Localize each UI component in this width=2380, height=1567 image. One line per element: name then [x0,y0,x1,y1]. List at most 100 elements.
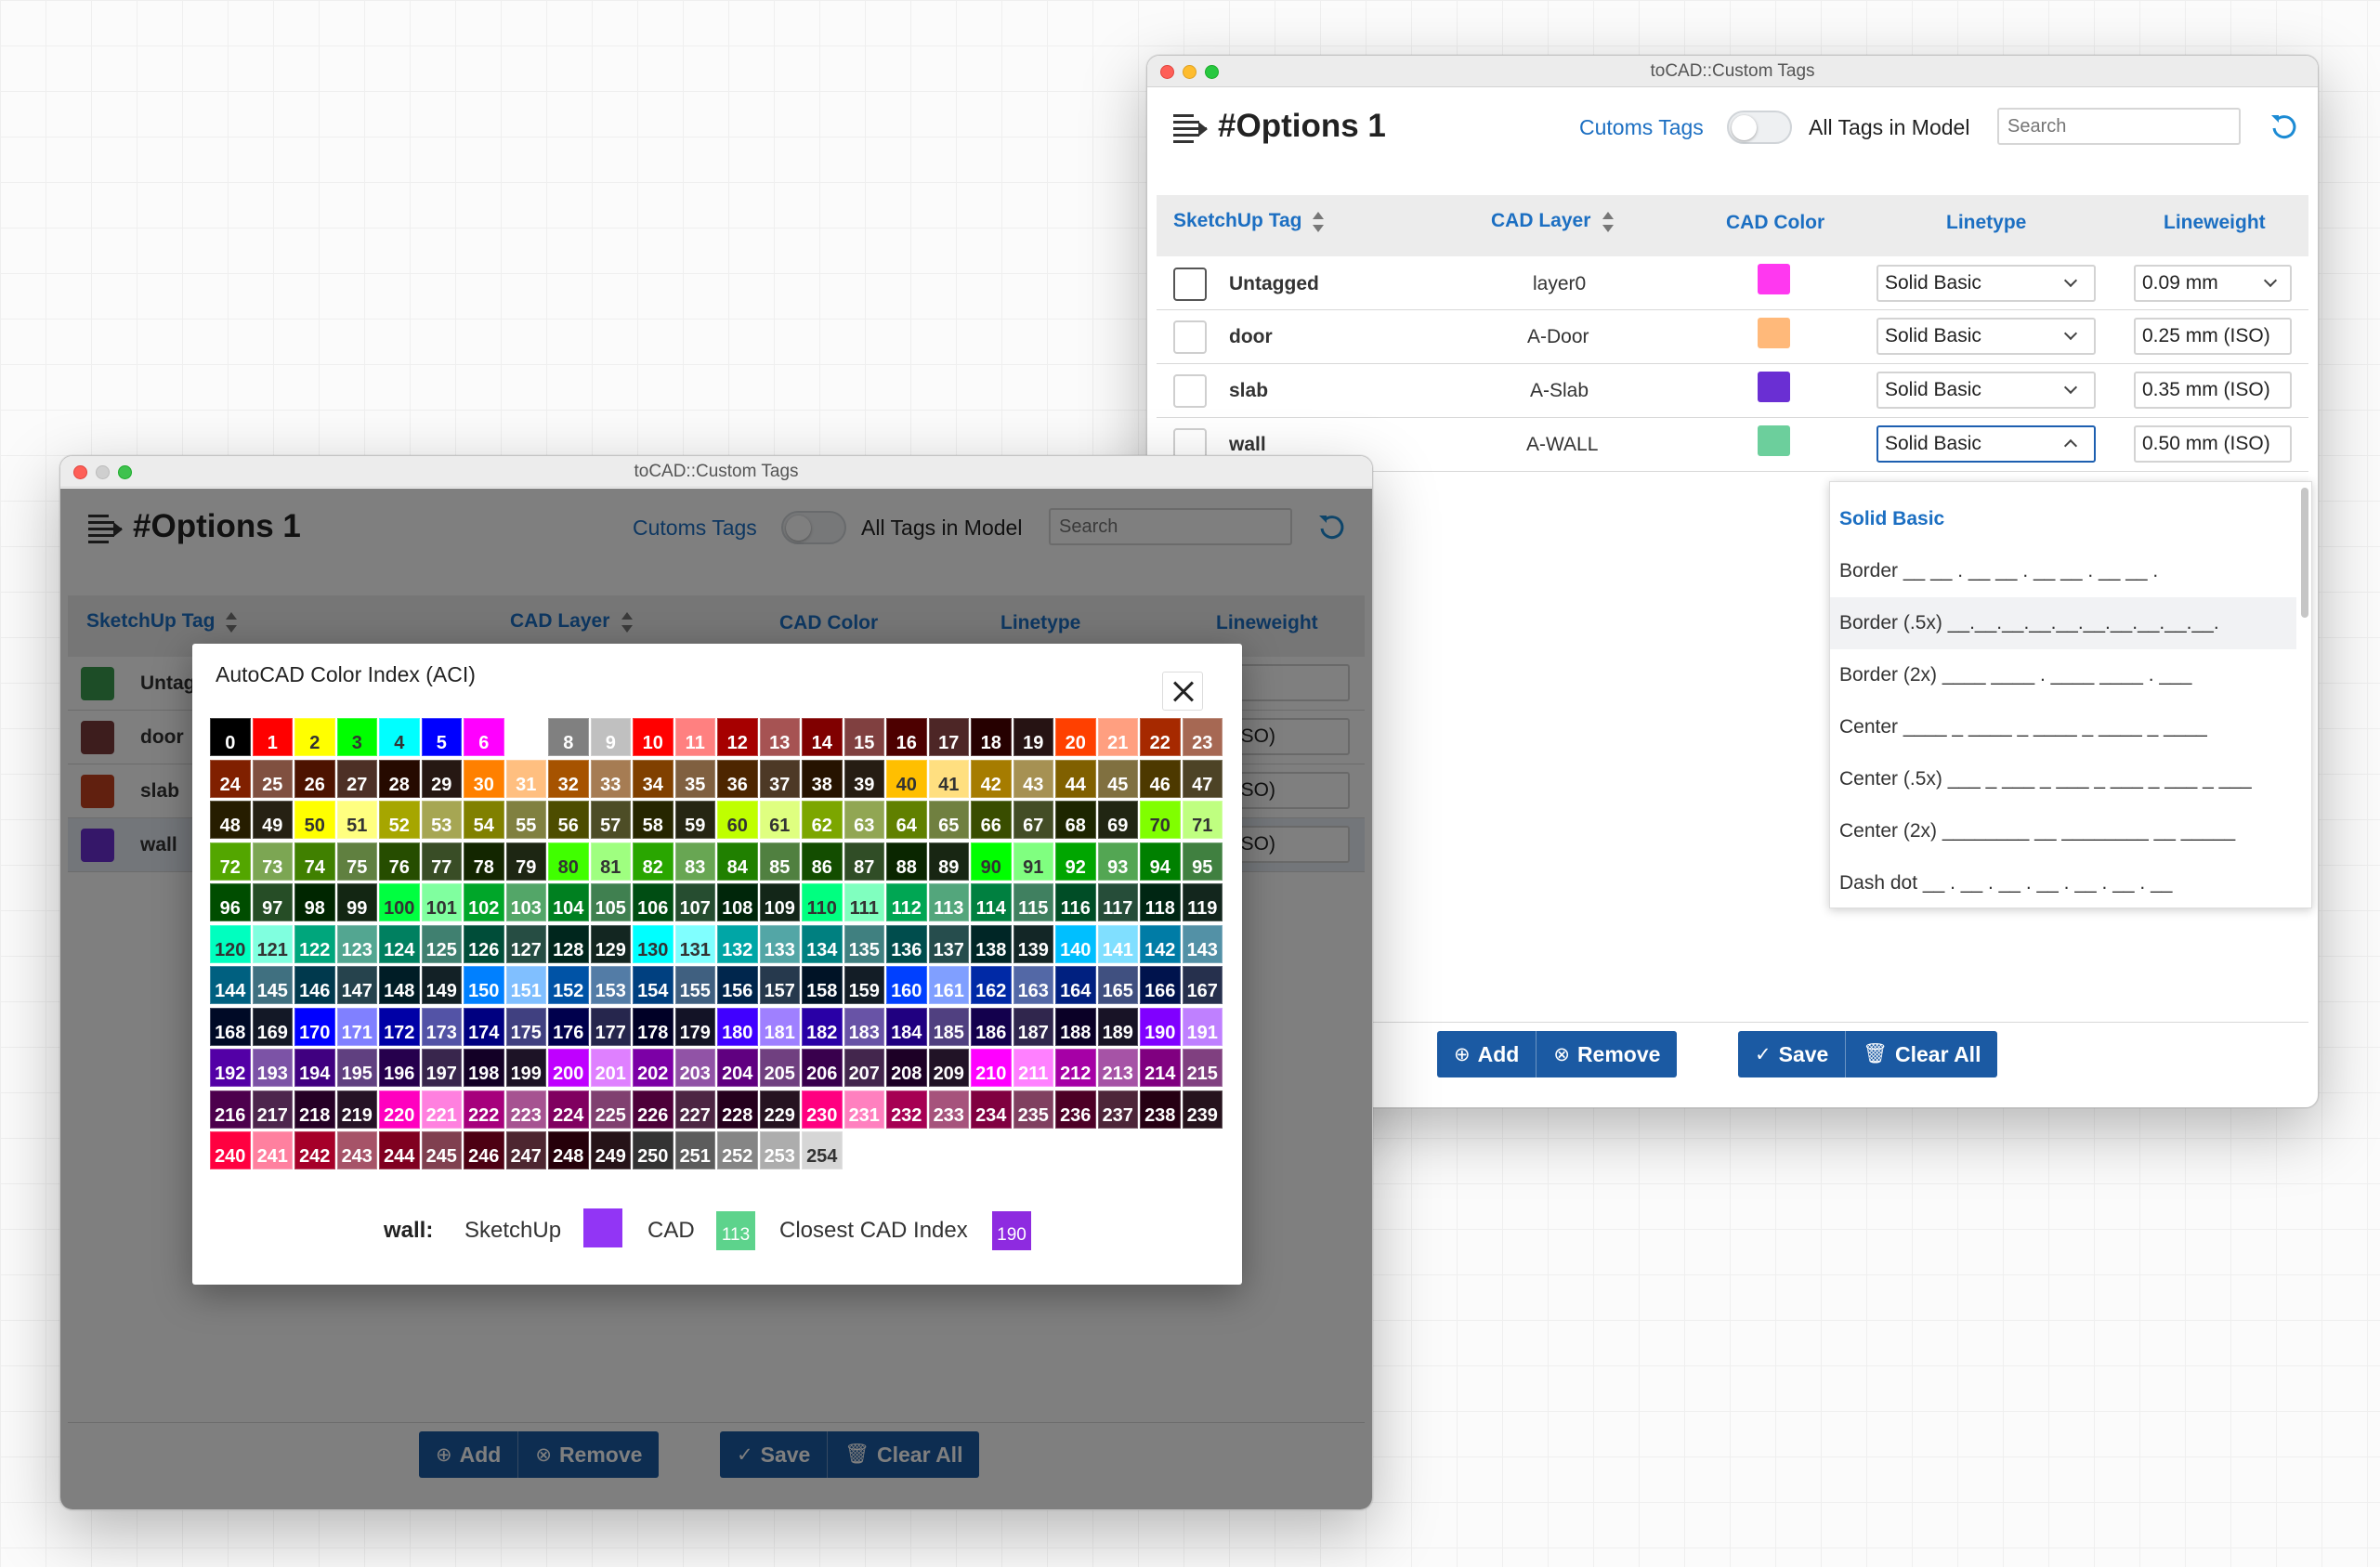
all-tags-toggle[interactable] [1727,111,1792,144]
aci-color-cell[interactable]: 236 [1055,1090,1096,1129]
aci-color-cell[interactable]: 41 [928,759,969,798]
linetype-select[interactable]: Solid Basic [1877,372,2096,409]
aci-color-cell[interactable]: 113 [928,883,969,922]
aci-color-cell[interactable]: 18 [971,718,1012,756]
aci-color-cell[interactable]: 22 [1140,718,1181,756]
aci-color-cell[interactable]: 4 [379,718,420,756]
clear-all-button[interactable]: 🗑Clear All [1863,1041,1981,1066]
aci-color-cell[interactable]: 81 [590,842,631,881]
dropdown-scrollbar[interactable] [2301,488,2308,618]
aci-color-cell[interactable]: 80 [548,842,589,881]
aci-color-cell[interactable]: 149 [421,966,462,1005]
aci-color-cell[interactable]: 100 [379,883,420,922]
aci-color-cell[interactable]: 207 [843,1049,884,1088]
sort-icon[interactable] [1313,212,1324,232]
cad-color-swatch[interactable]: 113 [716,1211,755,1250]
aci-color-cell[interactable]: 20 [1055,718,1096,756]
closest-color-swatch[interactable]: 190 [992,1211,1031,1250]
aci-color-cell[interactable]: 251 [674,1131,715,1170]
aci-color-cell[interactable]: 199 [505,1049,546,1088]
aci-color-cell[interactable]: 93 [1097,842,1138,881]
aci-color-cell[interactable]: 147 [336,966,377,1005]
aci-color-cell[interactable]: 130 [633,924,673,963]
aci-color-cell[interactable]: 185 [928,1007,969,1046]
aci-color-cell[interactable]: 178 [633,1007,673,1046]
linetype-select[interactable]: Solid Basic [1877,425,2096,463]
aci-color-cell[interactable]: 83 [674,842,715,881]
aci-color-cell[interactable]: 189 [1097,1007,1138,1046]
sort-icon[interactable] [1602,212,1614,232]
aci-color-cell[interactable]: 224 [548,1090,589,1129]
aci-color-cell[interactable]: 124 [379,924,420,963]
aci-color-cell[interactable]: 12 [717,718,758,756]
dropdown-option[interactable]: Border (2x) ____ ____ . ____ ____ . ___ [1839,664,2192,686]
aci-color-cell[interactable]: 95 [1182,842,1223,881]
aci-color-cell[interactable]: 73 [252,842,293,881]
aci-color-cell[interactable]: 204 [717,1049,758,1088]
aci-color-cell[interactable]: 169 [252,1007,293,1046]
aci-color-cell[interactable]: 86 [802,842,843,881]
aci-color-cell[interactable]: 238 [1140,1090,1181,1129]
aci-color-cell[interactable]: 61 [759,801,800,840]
cad-color-swatch[interactable] [1758,372,1790,402]
aci-color-cell[interactable]: 167 [1182,966,1223,1005]
aci-color-cell[interactable]: 168 [210,1007,251,1046]
aci-color-cell[interactable]: 176 [548,1007,589,1046]
aci-color-cell[interactable]: 242 [294,1131,335,1170]
aci-color-cell[interactable]: 243 [336,1131,377,1170]
aci-color-cell[interactable]: 218 [294,1090,335,1129]
aci-color-cell[interactable]: 39 [843,759,884,798]
aci-color-cell[interactable]: 65 [928,801,969,840]
aci-color-cell[interactable]: 145 [252,966,293,1005]
aci-color-cell[interactable]: 152 [548,966,589,1005]
aci-color-cell[interactable]: 16 [886,718,927,756]
aci-color-cell[interactable]: 71 [1182,801,1223,840]
lineweight-select[interactable]: 0.35 mm (ISO) [2134,372,2292,409]
aci-color-cell[interactable]: 206 [802,1049,843,1088]
aci-color-cell[interactable]: 49 [252,801,293,840]
aci-color-cell[interactable]: 1 [252,718,293,756]
linetype-select[interactable]: Solid Basic [1877,318,2096,355]
aci-color-cell[interactable]: 194 [294,1049,335,1088]
aci-color-cell[interactable]: 118 [1140,883,1181,922]
cad-color-swatch[interactable] [1758,318,1790,348]
aci-color-cell[interactable]: 142 [1140,924,1181,963]
lineweight-select[interactable]: 0.25 mm (ISO) [2134,318,2292,355]
aci-color-cell[interactable]: 175 [505,1007,546,1046]
aci-color-cell[interactable]: 19 [1013,718,1053,756]
aci-color-cell[interactable]: 122 [294,924,335,963]
aci-color-cell[interactable]: 172 [379,1007,420,1046]
aci-color-cell[interactable]: 129 [590,924,631,963]
aci-color-cell[interactable]: 157 [759,966,800,1005]
aci-color-cell[interactable]: 91 [1013,842,1053,881]
aci-color-cell[interactable]: 40 [886,759,927,798]
aci-color-cell[interactable]: 240 [210,1131,251,1170]
aci-color-cell[interactable]: 132 [717,924,758,963]
aci-color-cell[interactable]: 141 [1097,924,1138,963]
aci-color-cell[interactable]: 227 [674,1090,715,1129]
aci-color-cell[interactable]: 181 [759,1007,800,1046]
aci-color-cell[interactable]: 196 [379,1049,420,1088]
aci-color-cell[interactable]: 85 [759,842,800,881]
aci-color-cell[interactable]: 156 [717,966,758,1005]
aci-color-cell[interactable]: 110 [802,883,843,922]
aci-color-cell[interactable]: 239 [1182,1090,1223,1129]
aci-color-cell[interactable]: 104 [548,883,589,922]
aci-color-cell[interactable]: 232 [886,1090,927,1129]
aci-color-cell[interactable]: 62 [802,801,843,840]
aci-color-cell[interactable]: 79 [505,842,546,881]
aci-color-cell[interactable]: 55 [505,801,546,840]
aci-color-cell[interactable]: 69 [1097,801,1138,840]
aci-color-cell[interactable]: 105 [590,883,631,922]
aci-color-cell[interactable]: 51 [336,801,377,840]
aci-color-cell[interactable]: 191 [1182,1007,1223,1046]
aci-color-cell[interactable]: 190 [1140,1007,1181,1046]
aci-color-cell[interactable]: 24 [210,759,251,798]
aci-color-cell[interactable]: 209 [928,1049,969,1088]
aci-color-cell[interactable]: 162 [971,966,1012,1005]
aci-color-cell[interactable]: 248 [548,1131,589,1170]
aci-color-cell[interactable]: 220 [379,1090,420,1129]
aci-color-cell[interactable]: 188 [1055,1007,1096,1046]
aci-color-cell[interactable]: 138 [971,924,1012,963]
aci-color-cell[interactable]: 87 [843,842,884,881]
